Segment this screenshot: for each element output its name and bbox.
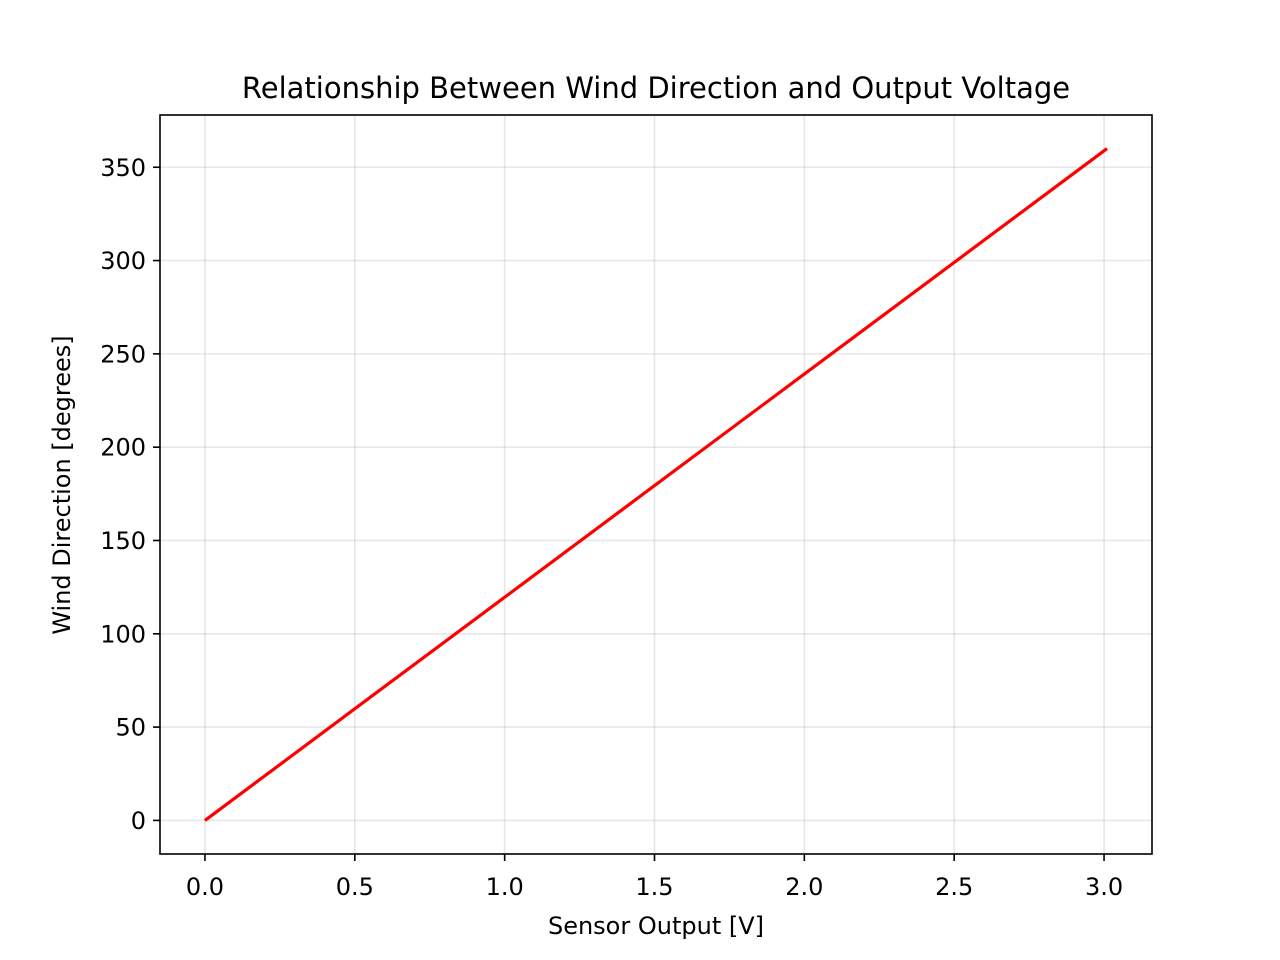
series-layer bbox=[203, 147, 1109, 822]
x-tick-label: 0.0 bbox=[186, 873, 224, 901]
chart-title: Relationship Between Wind Direction and … bbox=[242, 71, 1070, 105]
y-tick-label: 300 bbox=[100, 247, 146, 275]
y-tick-label: 150 bbox=[100, 527, 146, 555]
x-tick-label: 2.5 bbox=[935, 873, 973, 901]
y-axis-ticks: 0 50 100 150 200 250 300 350 bbox=[100, 154, 160, 835]
y-tick-label: 50 bbox=[115, 714, 146, 742]
y-tick-label: 250 bbox=[100, 340, 146, 368]
y-axis-label: Wind Direction [degrees] bbox=[48, 335, 76, 634]
x-tick-label: 1.0 bbox=[486, 873, 524, 901]
x-axis-label: Sensor Output [V] bbox=[548, 912, 764, 940]
series-line bbox=[203, 147, 1109, 822]
plot-area-frame bbox=[159, 114, 1153, 855]
x-tick-label: 3.0 bbox=[1085, 873, 1123, 901]
grid bbox=[160, 115, 1152, 854]
x-tick-label: 0.5 bbox=[336, 873, 374, 901]
x-axis-ticks: 0.0 0.5 1.0 1.5 2.0 2.5 3.0 bbox=[186, 854, 1123, 901]
x-tick-label: 2.0 bbox=[785, 873, 823, 901]
y-tick-label: 350 bbox=[100, 154, 146, 182]
y-tick-label: 0 bbox=[131, 807, 146, 835]
y-tick-label: 200 bbox=[100, 434, 146, 462]
y-tick-label: 100 bbox=[100, 620, 146, 648]
x-tick-label: 1.5 bbox=[635, 873, 673, 901]
